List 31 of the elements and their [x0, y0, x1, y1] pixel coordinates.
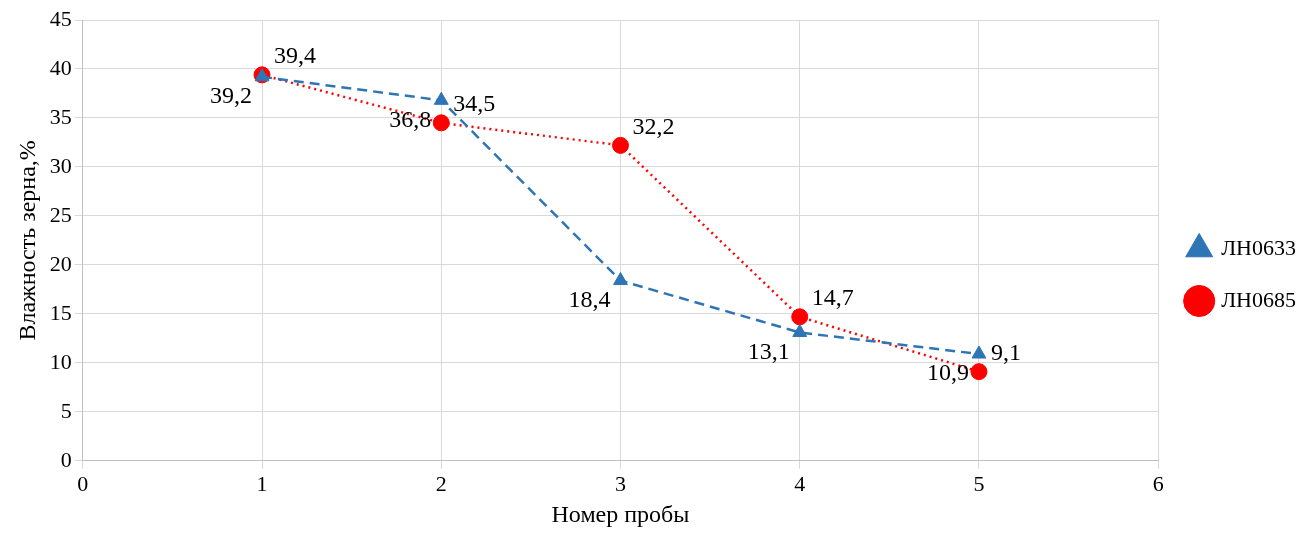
x-tick-label: 6 — [1152, 470, 1164, 496]
x-tick-label: 3 — [615, 470, 626, 496]
y-tick-label: 5 — [60, 397, 72, 423]
y-tick-label: 25 — [49, 201, 72, 227]
data-label: 39,4 — [274, 42, 317, 69]
y-tick-label: 30 — [49, 152, 72, 178]
data-label: 9,1 — [990, 338, 1021, 365]
x-tick-label: 4 — [794, 470, 806, 496]
data-label: 14,7 — [811, 284, 854, 311]
y-tick-label: 35 — [49, 103, 72, 129]
legend-label: ЛН0685 — [1221, 286, 1296, 312]
data-label: 39,2 — [210, 82, 253, 109]
data-label: 32,2 — [632, 112, 675, 139]
data-label: 34,5 — [453, 90, 496, 117]
y-tick-label: 40 — [49, 54, 72, 80]
y-tick-label: 10 — [49, 348, 72, 374]
y-tick-label: 15 — [49, 299, 72, 325]
legend-label: ЛН0633 — [1221, 234, 1296, 260]
data-label: 13,1 — [747, 337, 790, 364]
x-axis-title: Номер пробы — [551, 500, 690, 527]
x-tick-label: 5 — [973, 470, 985, 496]
data-label: 10,9 — [926, 359, 969, 386]
y-tick-label: 45 — [49, 5, 72, 31]
y-tick-label: 20 — [49, 250, 72, 276]
x-tick-label: 1 — [256, 470, 268, 496]
y-tick-label: 0 — [60, 446, 72, 472]
data-label: 18,4 — [568, 285, 611, 312]
y-axis-title: Влажность зерна,% — [13, 140, 40, 341]
data-label: 36,8 — [389, 105, 432, 132]
x-tick-label: 2 — [435, 470, 447, 496]
x-tick-label: 0 — [77, 470, 89, 496]
